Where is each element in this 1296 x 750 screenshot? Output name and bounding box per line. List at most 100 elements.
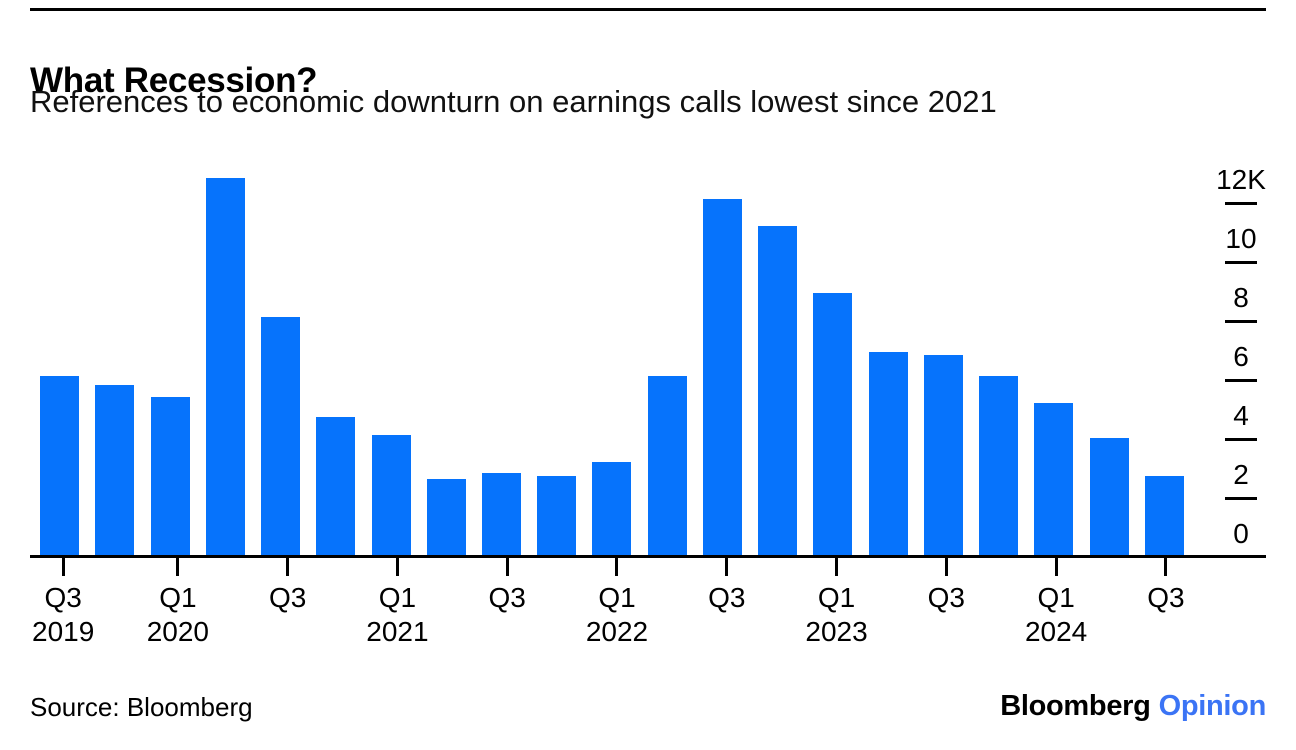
bar-cell xyxy=(32,160,87,556)
bar xyxy=(813,293,853,556)
x-label-quarter: Q3 xyxy=(708,582,746,613)
bar-cell xyxy=(584,160,639,556)
x-axis-labels: Q3 2019 Q1 2020 Q3 Q1 2021 Q3 Q1 2022 Q3 Q1 2023 Q3 Q1… xyxy=(32,558,1192,658)
x-label-cell: Q3 xyxy=(481,558,533,658)
x-label-quarter: Q1 xyxy=(378,582,417,613)
x-label-cell: Q1 2022 xyxy=(586,558,648,658)
bar xyxy=(1144,476,1184,556)
x-label-cell: Q1 2021 xyxy=(366,558,429,658)
y-axis-label: 4 xyxy=(1233,400,1249,431)
y-axis-tick xyxy=(1225,320,1257,323)
bar-cell xyxy=(419,160,474,556)
chart-title: What Recession? xyxy=(30,61,318,101)
x-axis-tick xyxy=(61,558,65,576)
x-axis-baseline xyxy=(30,555,1266,558)
y-axis-label: 0 xyxy=(1233,518,1249,549)
x-label-cell xyxy=(314,558,366,658)
bar xyxy=(758,226,798,556)
bar-cell xyxy=(1081,160,1136,556)
bar-cell xyxy=(363,160,418,556)
bloomberg-wordmark: Bloomberg xyxy=(1000,690,1151,722)
y-axis-tick xyxy=(1225,438,1257,441)
x-label-cell: Q3 xyxy=(701,558,753,658)
bar xyxy=(923,355,963,556)
x-label-quarter: Q3 xyxy=(1147,582,1185,613)
bar-cell xyxy=(529,160,584,556)
x-label-cell: Q1 2023 xyxy=(805,558,868,658)
bar xyxy=(316,417,356,556)
bar-cell xyxy=(142,160,197,556)
bar xyxy=(261,317,301,556)
bar-plot-area xyxy=(32,160,1192,556)
x-label-quarter: Q3 xyxy=(44,582,82,613)
x-label-year: 2019 xyxy=(32,616,95,647)
x-label-year: 2022 xyxy=(585,616,649,647)
y-axis-tick xyxy=(1225,497,1257,500)
x-axis-tick xyxy=(176,558,180,576)
y-axis-label: 12K xyxy=(1216,164,1266,195)
bar-cell xyxy=(805,160,860,556)
x-label-cell xyxy=(973,558,1025,658)
x-label-year: 2023 xyxy=(805,616,868,647)
x-axis-tick xyxy=(1164,558,1168,576)
bar xyxy=(95,385,135,556)
x-axis-tick xyxy=(944,558,948,576)
x-label-cell xyxy=(1087,558,1139,658)
x-label-cell xyxy=(94,558,146,658)
x-axis-tick xyxy=(286,558,290,576)
x-label-cell: Q3 xyxy=(261,558,313,658)
y-axis-label: 10 xyxy=(1225,223,1257,254)
bar-cell xyxy=(861,160,916,556)
bar-cell xyxy=(750,160,805,556)
x-label-cell xyxy=(209,558,261,658)
x-axis-tick xyxy=(615,558,619,576)
source-note: Source: Bloomberg xyxy=(30,692,253,722)
bar-cell xyxy=(474,160,529,556)
x-label-cell: Q1 2020 xyxy=(147,558,209,658)
bar xyxy=(371,435,411,556)
x-label-cell: Q3 2019 xyxy=(32,558,94,658)
x-axis-tick xyxy=(505,558,509,576)
x-label-cell xyxy=(648,558,700,658)
x-label-quarter: Q3 xyxy=(488,582,526,613)
x-label-year: 2020 xyxy=(146,616,210,647)
x-label-quarter: Q3 xyxy=(268,582,307,613)
x-label-cell xyxy=(533,558,585,658)
bar xyxy=(592,462,632,556)
bar xyxy=(1089,438,1129,556)
bar xyxy=(979,376,1019,556)
bar xyxy=(150,397,190,556)
bar-cell xyxy=(1137,160,1192,556)
bar-cell xyxy=(695,160,750,556)
bar xyxy=(481,473,521,556)
bar-cell xyxy=(198,160,253,556)
x-label-cell: Q3 xyxy=(920,558,972,658)
x-axis-tick xyxy=(395,558,399,576)
bar-cell xyxy=(916,160,971,556)
x-label-year: 2021 xyxy=(366,616,429,647)
bar xyxy=(40,376,80,556)
x-label-quarter: Q1 xyxy=(598,582,636,613)
bar-cell xyxy=(308,160,363,556)
bloomberg-opinion-logo: Bloomberg Opinion xyxy=(1000,690,1266,723)
x-label-cell xyxy=(868,558,920,658)
y-axis-tick xyxy=(1225,379,1257,382)
bar xyxy=(647,376,687,556)
bar xyxy=(426,479,466,556)
bar xyxy=(537,476,577,556)
x-label-cell: Q3 xyxy=(1140,558,1192,658)
top-rule-divider xyxy=(30,8,1266,11)
x-label-year: 2024 xyxy=(1024,616,1088,647)
x-axis-tick xyxy=(725,558,729,576)
bar-cell xyxy=(87,160,142,556)
opinion-wordmark: Opinion xyxy=(1158,690,1267,722)
bar-cell xyxy=(971,160,1026,556)
y-axis-label: 2 xyxy=(1233,459,1249,490)
x-label-quarter: Q1 xyxy=(1037,582,1075,613)
x-axis-tick xyxy=(1054,558,1058,576)
x-label-quarter: Q3 xyxy=(927,582,966,613)
y-axis-tick xyxy=(1225,261,1257,264)
bar xyxy=(868,352,908,556)
bar xyxy=(205,178,245,556)
